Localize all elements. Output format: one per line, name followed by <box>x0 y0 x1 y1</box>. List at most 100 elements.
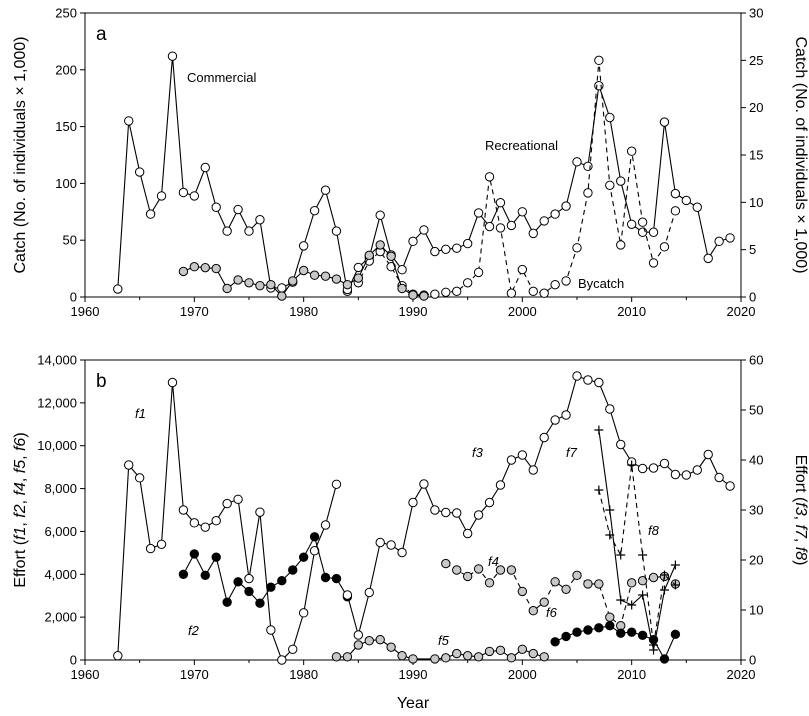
data-point <box>222 226 232 236</box>
data-point <box>572 243 582 253</box>
data-point <box>113 651 123 661</box>
data-point <box>484 221 495 232</box>
data-point <box>430 654 440 664</box>
data-point <box>408 290 418 300</box>
y2-tick-label: 25 <box>749 53 763 68</box>
x-tick-label: 2010 <box>617 667 646 682</box>
data-point <box>648 463 659 473</box>
x-tick-label: 2000 <box>508 304 537 319</box>
y2-tick-label: 15 <box>749 148 763 163</box>
panel-b-letter: b <box>96 371 107 392</box>
data-point <box>517 264 528 275</box>
data-point <box>430 246 440 257</box>
data-point <box>637 227 648 237</box>
data-point <box>145 543 156 554</box>
panel-b-left-title-sep: , <box>12 451 29 460</box>
panel-a-letter: a <box>96 24 107 45</box>
data-point <box>353 630 364 640</box>
series-line-commercial <box>117 56 731 294</box>
data-point <box>364 636 374 646</box>
data-point <box>211 516 221 526</box>
y-tick-label: 10,000 <box>37 438 77 453</box>
data-point <box>386 642 396 652</box>
data-point <box>605 530 615 540</box>
data-point <box>583 579 593 589</box>
data-point <box>616 439 626 450</box>
data-point <box>659 654 670 664</box>
data-point <box>156 191 167 201</box>
data-point <box>386 251 396 261</box>
data-point <box>626 146 637 156</box>
data-point <box>298 552 309 562</box>
data-point <box>233 494 243 504</box>
data-point <box>342 279 353 290</box>
data-point <box>397 283 407 294</box>
label-f3: f3 <box>472 445 484 460</box>
data-point <box>539 652 549 662</box>
data-point <box>452 565 462 575</box>
data-point <box>233 204 243 215</box>
data-point <box>572 371 582 381</box>
y2-tick-label: 30 <box>749 6 763 21</box>
y-tick-label: 250 <box>55 6 77 21</box>
data-point <box>200 522 210 532</box>
data-point <box>167 377 178 388</box>
data-point <box>539 288 549 298</box>
label-commercial: Commercial <box>187 70 256 85</box>
data-point <box>430 289 440 299</box>
data-point <box>189 549 200 559</box>
data-point <box>277 655 287 665</box>
data-point <box>408 654 418 664</box>
panel-b-left-title-sep: , <box>12 518 29 527</box>
data-point <box>626 578 637 588</box>
data-point <box>484 646 495 657</box>
data-point <box>703 253 713 264</box>
data-point <box>528 286 538 297</box>
data-point <box>637 630 648 641</box>
series-commercial <box>113 51 735 297</box>
data-point <box>473 652 484 662</box>
data-point <box>331 573 342 584</box>
data-point <box>539 432 549 443</box>
data-point <box>594 377 604 388</box>
data-point <box>626 219 637 229</box>
data-point <box>659 570 669 580</box>
data-point <box>309 205 320 216</box>
data-point <box>528 606 538 616</box>
label-f4: f4 <box>488 554 499 569</box>
data-point <box>277 576 287 586</box>
data-point <box>222 283 232 294</box>
data-point <box>244 278 254 288</box>
data-point <box>353 640 364 650</box>
panel-b-right-title-series-2: f7 <box>792 525 809 539</box>
data-point <box>233 275 243 285</box>
data-point <box>342 590 353 600</box>
data-point <box>626 627 637 637</box>
data-point <box>495 645 506 656</box>
data-point <box>528 465 538 475</box>
panel-b-left-title-sep: , <box>12 473 29 482</box>
data-point <box>364 250 374 261</box>
data-point <box>353 262 364 273</box>
data-point <box>473 510 484 520</box>
data-point <box>495 198 506 208</box>
data-point <box>517 207 528 217</box>
data-point <box>605 505 615 515</box>
data-point <box>605 180 615 190</box>
y2-tick-label: 0 <box>749 653 756 668</box>
data-point <box>462 528 473 539</box>
panel-b-left-axis-title: Effort (f1, f2, f4, f5, f6) <box>12 432 29 587</box>
data-point <box>561 276 571 286</box>
data-point <box>506 653 517 663</box>
data-point <box>616 550 626 560</box>
series-f1 <box>113 377 342 665</box>
data-point <box>550 209 560 219</box>
data-point <box>681 470 692 480</box>
data-point <box>528 228 538 239</box>
data-point <box>616 176 626 186</box>
data-point <box>441 287 451 297</box>
data-point <box>561 201 571 211</box>
data-point <box>670 206 681 216</box>
panel-a-right-ticks: 0 5 10 15 20 25 30 <box>741 6 763 305</box>
data-point <box>288 276 298 286</box>
